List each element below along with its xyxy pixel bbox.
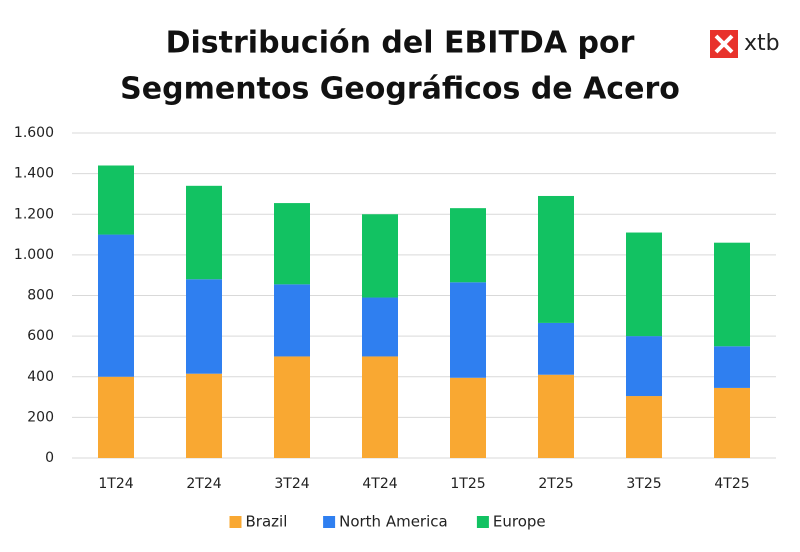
bar-segment xyxy=(714,387,750,458)
bar-segment xyxy=(362,297,398,357)
bar-segment xyxy=(714,242,750,347)
bar-segment xyxy=(274,203,310,285)
logo-mark xyxy=(714,34,734,54)
bar-segment xyxy=(626,232,662,337)
x-tick-label: 2T25 xyxy=(538,476,573,492)
bar-segment xyxy=(362,356,398,458)
y-tick-label: 0 xyxy=(45,450,54,466)
bar-segment xyxy=(450,377,486,458)
bar-segment xyxy=(450,208,486,283)
x-tick-label: 3T25 xyxy=(626,476,661,492)
bar-segment xyxy=(186,373,222,458)
x-tick-label: 4T24 xyxy=(362,476,397,492)
bar-segment xyxy=(362,214,398,298)
legend-label: Europe xyxy=(493,513,546,531)
chart-title: Distribución del EBITDA por xyxy=(166,26,635,61)
x-tick-label: 2T24 xyxy=(186,476,221,492)
y-tick-label: 1.400 xyxy=(14,166,54,182)
legend-label: Brazil xyxy=(246,513,288,531)
bar-segment xyxy=(626,336,662,397)
y-tick-label: 600 xyxy=(27,328,54,344)
legend-swatch xyxy=(229,516,242,528)
logo-text: xtb xyxy=(744,31,780,56)
bar-segment xyxy=(538,322,574,375)
y-tick-label: 400 xyxy=(27,369,54,385)
x-tick-label: 3T24 xyxy=(274,476,309,492)
bar-segment xyxy=(98,234,134,377)
bar-segment xyxy=(538,374,574,458)
legend-label: North America xyxy=(339,513,448,531)
legend-swatch xyxy=(476,516,489,528)
y-tick-label: 1.000 xyxy=(14,247,54,263)
logo: xtb xyxy=(710,30,780,58)
bar-segment xyxy=(538,195,574,323)
bar-segment xyxy=(714,346,750,388)
bar-segment xyxy=(274,356,310,458)
legend-swatch xyxy=(323,516,336,528)
bar-segment xyxy=(98,376,134,458)
y-tick-label: 1.200 xyxy=(14,206,54,222)
chart-title: Segmentos Geográficos de Acero xyxy=(120,72,680,107)
bar-segment xyxy=(626,396,662,458)
y-tick-label: 800 xyxy=(27,288,54,304)
bar-segment xyxy=(186,185,222,280)
bar-segment xyxy=(186,279,222,374)
x-tick-label: 1T25 xyxy=(450,476,485,492)
y-tick-label: 200 xyxy=(27,409,54,425)
bar-segment xyxy=(450,282,486,378)
y-tick-label: 1.600 xyxy=(14,125,54,141)
bar-segment xyxy=(98,165,134,235)
x-tick-label: 4T25 xyxy=(714,476,749,492)
bar-segment xyxy=(274,284,310,357)
x-tick-label: 1T24 xyxy=(98,476,133,492)
